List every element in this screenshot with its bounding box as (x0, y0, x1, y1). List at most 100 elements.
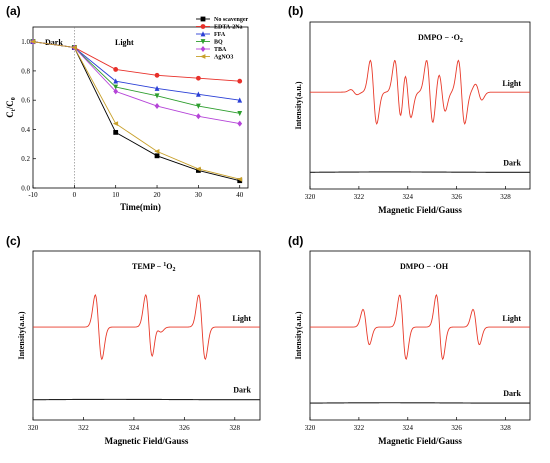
y-tick-label: 0.2 (21, 155, 30, 163)
series-label-light: Light (502, 314, 521, 323)
data-point (200, 24, 206, 29)
x-tick-label: 322 (354, 424, 365, 432)
y-label-sub: 0 (11, 97, 17, 100)
x-axis-label: Magnetic Field/Gauss (105, 436, 189, 446)
x-tick-label: 324 (403, 424, 414, 432)
series-line (32, 41, 240, 180)
x-tick-label: 324 (403, 193, 414, 201)
title-main: DMPO − ·OH (400, 262, 449, 271)
series-line (32, 41, 240, 114)
series-no-scavenger (30, 39, 243, 184)
data-point (237, 78, 243, 84)
data-point (154, 93, 160, 99)
series-agno3 (30, 39, 243, 182)
x-axis-label: Magnetic Field/Gauss (378, 205, 462, 215)
x-tick-label: -10 (28, 191, 38, 199)
data-point (237, 97, 243, 103)
x-tick-label: 324 (129, 424, 140, 432)
data-point (237, 178, 243, 184)
x-tick-label: 328 (500, 424, 511, 432)
x-tick-label: 10 (112, 191, 120, 199)
x-tick-label: 320 (28, 424, 39, 432)
legend-label: EDTA-2Na (214, 25, 243, 31)
data-point (195, 75, 201, 81)
y-axis-label: Intensity(a.u.) (294, 81, 303, 129)
x-tick-label: 40 (236, 191, 244, 199)
panel-d: (d) 320 322 324 326 328 Magnetic Field/Gauss In… (288, 234, 531, 446)
title-suffix: O (166, 262, 172, 271)
data-point (200, 31, 206, 37)
dark-annotation: Dark (45, 38, 63, 47)
light-annotation: Light (115, 38, 134, 47)
data-point (113, 129, 119, 135)
data-point (113, 78, 119, 84)
series-line-light (33, 293, 260, 361)
x-axis-label: Magnetic Field/Gauss (378, 436, 462, 446)
plot-frame (32, 26, 249, 189)
data-point (113, 67, 119, 72)
title-prefix: TEMP − (132, 262, 163, 271)
y-tick-label: 0.8 (21, 67, 30, 75)
legend-label: TBA (214, 47, 227, 53)
x-tick-label: 0 (73, 191, 77, 199)
x-tick-label: 326 (451, 193, 462, 201)
series-label-dark: Dark (233, 386, 251, 395)
title-sub: 2 (172, 267, 175, 273)
panel-label-d: (d) (288, 234, 303, 248)
data-point (200, 39, 206, 45)
x-tick-label: 20 (154, 191, 162, 199)
series-line (32, 41, 240, 125)
panel-b: (b) 320 322 324 326 328 Magnetic Field/Gauss In… (288, 4, 531, 215)
data-point (154, 72, 160, 78)
series-label-dark: Dark (503, 389, 521, 398)
legend-label: AgNO3 (214, 55, 233, 61)
panel-label-b: (b) (288, 4, 303, 18)
data-point (195, 113, 201, 120)
legend-label: BQ (214, 40, 223, 46)
data-point (154, 103, 160, 110)
panel-c: (c) 320 322 324 326 328 Magnetic Field/Gauss In… (6, 234, 261, 446)
series-line-light (310, 294, 530, 361)
legend-label: FFA (214, 32, 226, 38)
data-point (113, 88, 119, 95)
panel-title: DMPO − ·O2 (418, 33, 463, 44)
data-point (30, 39, 36, 45)
legend-label: No scavenger (214, 17, 248, 23)
data-point (237, 110, 243, 117)
y-label-main: C (5, 111, 15, 118)
y-axis-label: Ct/C0 (5, 97, 17, 118)
title-sup: 1 (163, 262, 166, 268)
data-point (154, 85, 160, 91)
x-tick-label: 30 (195, 191, 203, 199)
data-point (154, 153, 160, 159)
panel-title: TEMP − 1O2 (132, 262, 175, 273)
series-ffa (30, 38, 243, 103)
data-point (195, 166, 201, 172)
panel-a: (a) Dark Light -10 0 10 20 30 40 0.0 0.2 0.4 0.6 0.8 1… (5, 4, 248, 212)
series-bq (30, 39, 243, 117)
panel-label-a: (a) (6, 4, 21, 18)
y-label-mid: /C (5, 100, 15, 110)
x-tick-label: 320 (305, 193, 316, 201)
series-tba (30, 38, 243, 127)
data-point (113, 84, 119, 90)
data-point (195, 103, 201, 109)
plot-frame (309, 21, 531, 190)
plot-frame (309, 250, 531, 421)
y-tick-label: 0.0 (21, 185, 30, 193)
data-point (236, 176, 243, 182)
x-axis-label: Time(min) (120, 202, 161, 212)
y-axis-label: Intensity(a.u.) (17, 311, 26, 359)
data-point (112, 121, 119, 126)
x-tick-label: 320 (305, 424, 316, 432)
x-tick-label: 322 (78, 424, 89, 432)
y-tick-label: 0.4 (21, 126, 30, 134)
series-label-light: Light (502, 79, 521, 88)
y-axis-label: Intensity(a.u.) (294, 311, 303, 359)
series-line (32, 41, 240, 82)
title-sub: 2 (460, 38, 463, 44)
series-label-dark: Dark (503, 158, 521, 167)
data-point (237, 120, 243, 127)
